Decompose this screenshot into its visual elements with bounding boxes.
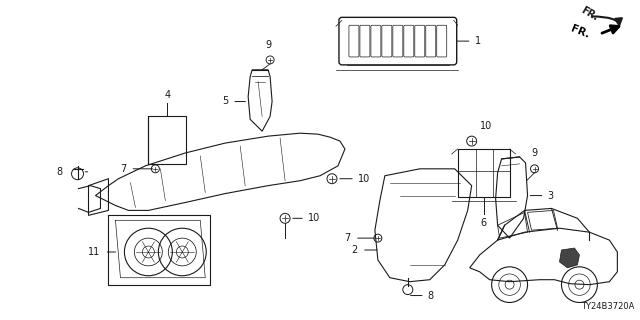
Text: 11: 11 [88,247,100,257]
Bar [458,149,509,196]
Text: 9: 9 [265,40,271,50]
Polygon shape [559,248,579,268]
Text: FR.: FR. [570,24,591,40]
Text: 8: 8 [428,291,434,300]
Text: 10: 10 [358,174,370,184]
Text: 1: 1 [475,36,481,46]
Text: FR.: FR. [579,5,600,22]
Text: 10: 10 [479,121,492,131]
Text: 9: 9 [531,148,538,158]
Text: 5: 5 [222,97,228,107]
Text: 8: 8 [56,167,63,177]
Text: 2: 2 [351,245,358,255]
Text: 7: 7 [120,164,127,174]
Text: 3: 3 [547,190,554,201]
Text: 7: 7 [345,233,351,243]
Text: TY24B3720A: TY24B3720A [581,302,634,311]
Bar [148,116,186,164]
Text: 10: 10 [308,213,320,223]
Text: 4: 4 [164,90,170,100]
Text: 6: 6 [481,218,486,228]
